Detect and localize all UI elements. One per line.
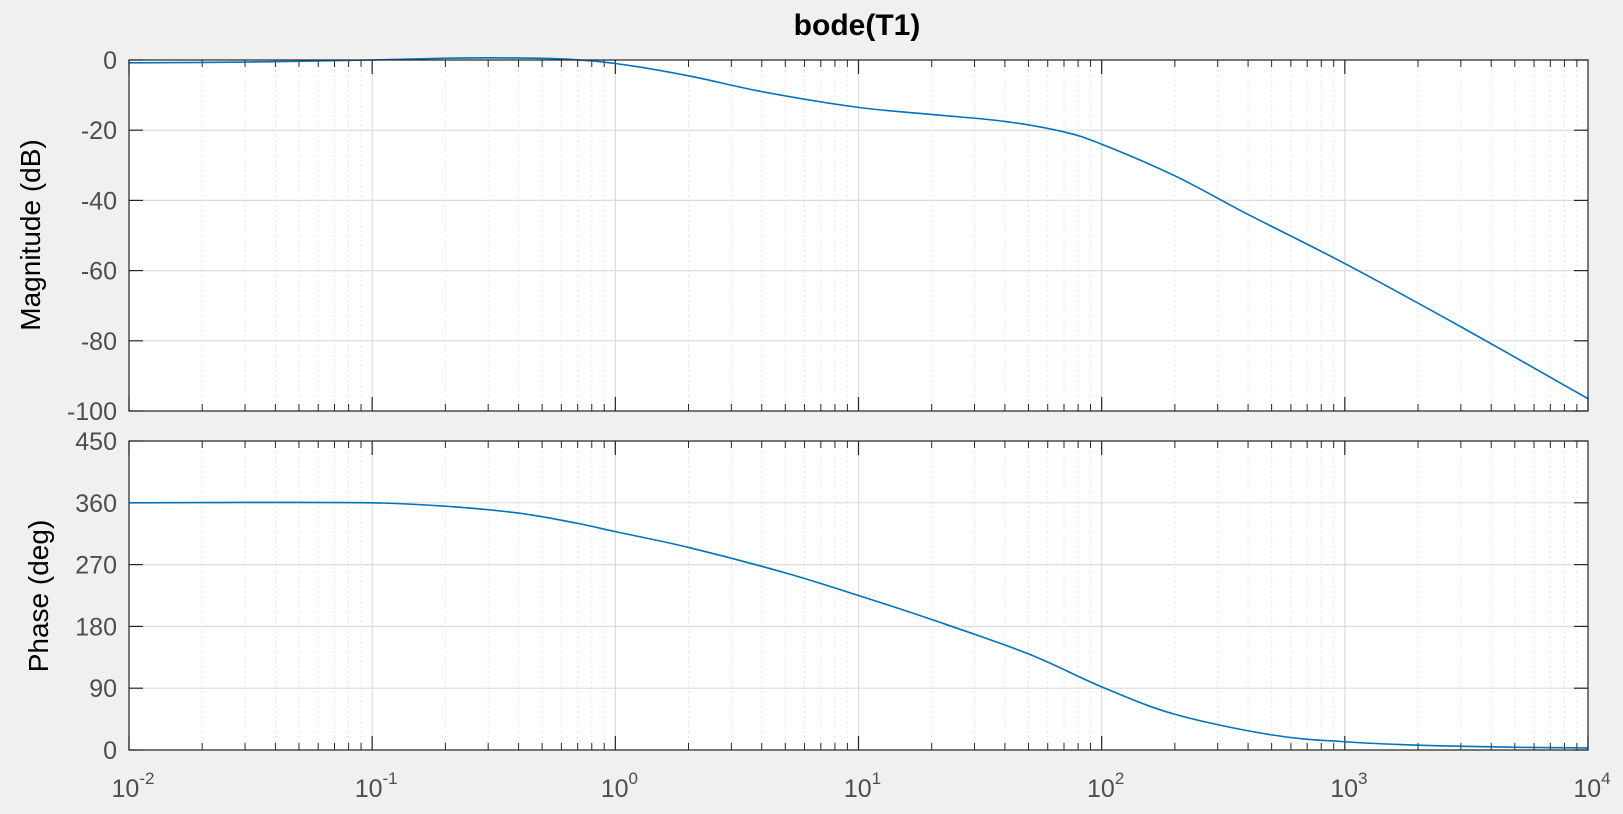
- x-tick-labels: 10-2 10-1 100 101 102 103 104: [112, 769, 1611, 803]
- phase-ytick-label: 360: [75, 490, 117, 518]
- x-tick-base: 10: [1087, 775, 1115, 803]
- mag-ytick-label: -40: [81, 187, 117, 215]
- mag-ytick-label: -80: [81, 328, 117, 356]
- x-tick-base: 10: [844, 775, 872, 803]
- magnitude-axes: 0 -20 -40 -60 -80 -100 Magnitude (dB): [15, 47, 1589, 426]
- phase-ytick-label: 0: [103, 737, 117, 765]
- x-tick-label: 10-1: [355, 769, 398, 803]
- x-tick-base: 10: [112, 775, 140, 803]
- x-tick-label: 103: [1330, 769, 1367, 803]
- x-tick-label: 100: [601, 769, 638, 803]
- mag-ytick-label: -100: [67, 398, 117, 426]
- phase-ytick-label: 180: [75, 613, 117, 641]
- mag-ytick-label: -20: [81, 117, 117, 145]
- x-tick-base: 10: [355, 775, 383, 803]
- mag-ytick-label: -60: [81, 258, 117, 286]
- x-tick-exponent: 1: [872, 769, 881, 788]
- x-tick-label: 101: [844, 769, 881, 803]
- x-tick-exponent: -1: [383, 769, 398, 788]
- x-tick-exponent: 3: [1358, 769, 1367, 788]
- chart-title: bode(T1): [794, 9, 921, 42]
- phase-ytick-labels: 0 90 180 270 360 450: [75, 428, 117, 765]
- phase-curve: [128, 501, 1589, 749]
- x-tick-label: 102: [1087, 769, 1124, 803]
- phase-ytick-label: 270: [75, 552, 117, 580]
- phase-ytick-label: 450: [75, 428, 117, 456]
- phase-axes-box: [128, 440, 1589, 751]
- x-tick-exponent: 0: [629, 769, 638, 788]
- x-tick-base: 10: [1573, 775, 1601, 803]
- magnitude-ylabel: Magnitude (dB): [15, 139, 46, 330]
- phase-ylabel: Phase (deg): [23, 520, 54, 673]
- magnitude-ytick-labels: 0 -20 -40 -60 -80 -100: [67, 47, 117, 426]
- x-tick-base: 10: [1330, 775, 1358, 803]
- x-tick-exponent: -2: [139, 769, 154, 788]
- magnitude-curve: [128, 57, 1589, 400]
- mag-ytick-label: 0: [103, 47, 117, 75]
- x-tick-label: 10-2: [112, 769, 155, 803]
- x-tick-exponent: 4: [1601, 769, 1610, 788]
- x-tick-base: 10: [601, 775, 629, 803]
- x-tick-label: 104: [1573, 769, 1610, 803]
- x-tick-exponent: 2: [1115, 769, 1124, 788]
- magnitude-axes-box: [128, 59, 1589, 412]
- phase-ytick-label: 90: [89, 675, 117, 703]
- phase-axes: 0 90 180 270 360 450 Phase (deg): [23, 428, 1589, 765]
